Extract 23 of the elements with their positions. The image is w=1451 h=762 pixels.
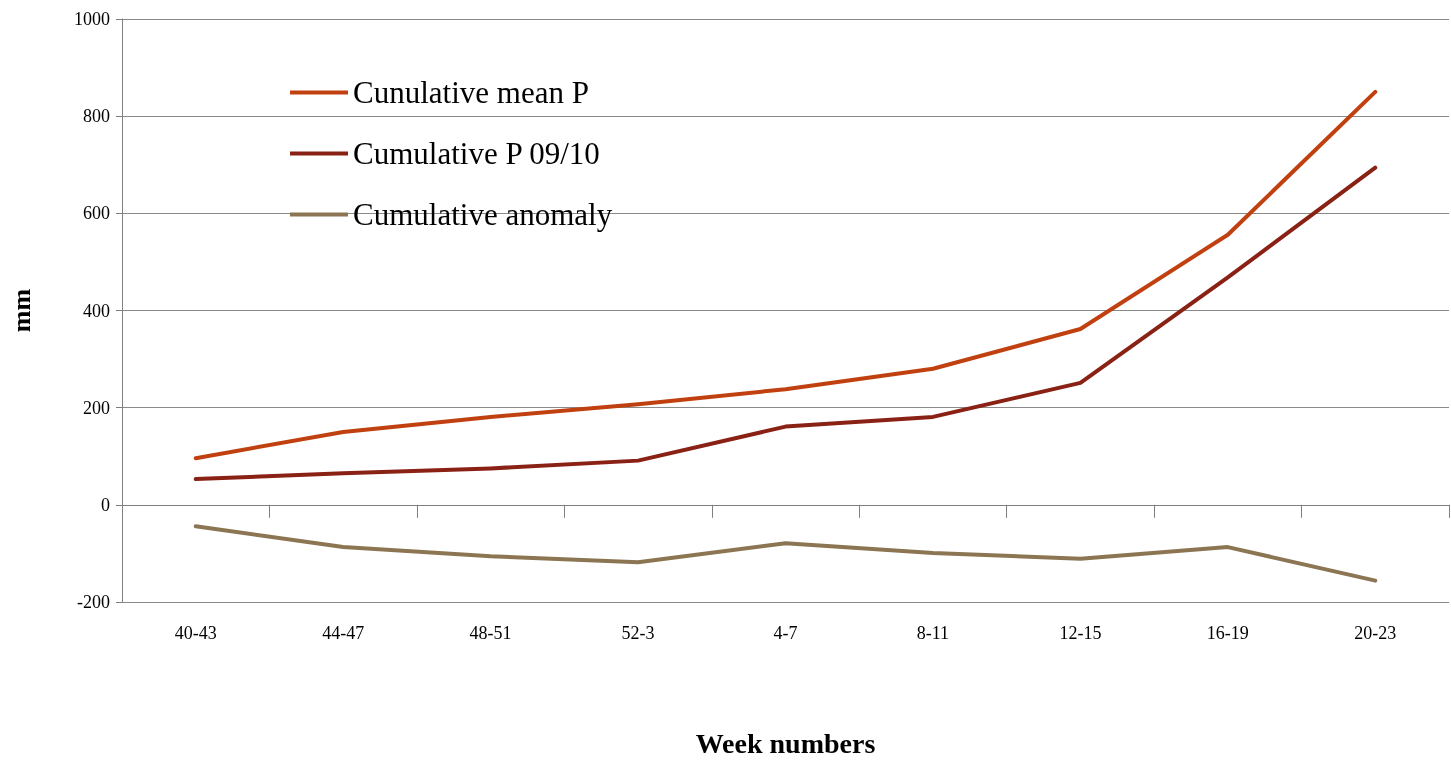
line-series xyxy=(193,165,1378,482)
y-tick-label: -200 xyxy=(77,592,110,612)
legend-label: Cunulative mean P xyxy=(353,75,589,110)
y-axis-title: mm xyxy=(6,288,36,333)
y-tick-label: 800 xyxy=(83,106,110,127)
y-tick-label: 0 xyxy=(101,494,110,515)
x-tick-label: 44-47 xyxy=(322,623,365,643)
legend-label: Cumulative anomaly xyxy=(353,197,613,232)
legend-label: Cumulative P 09/10 xyxy=(353,136,600,171)
line-series xyxy=(193,524,1378,583)
x-axis-title: Week numbers xyxy=(695,727,876,759)
x-tick-label: 40-43 xyxy=(174,623,217,643)
y-tick-label: 200 xyxy=(83,397,110,418)
x-tick-label: 4-7 xyxy=(773,623,798,643)
x-tick-label: 12-15 xyxy=(1059,623,1102,643)
x-tick-label: 16-19 xyxy=(1206,623,1249,643)
y-tick-label: 600 xyxy=(83,203,110,224)
x-tick-label: 48-51 xyxy=(469,623,512,643)
x-tick-label: 20-23 xyxy=(1354,623,1397,643)
y-tick-label: 400 xyxy=(83,300,110,321)
x-tick-label: 8-11 xyxy=(916,623,950,643)
y-tick-label: 1000 xyxy=(74,9,110,29)
x-tick-label: 52-3 xyxy=(621,623,655,643)
